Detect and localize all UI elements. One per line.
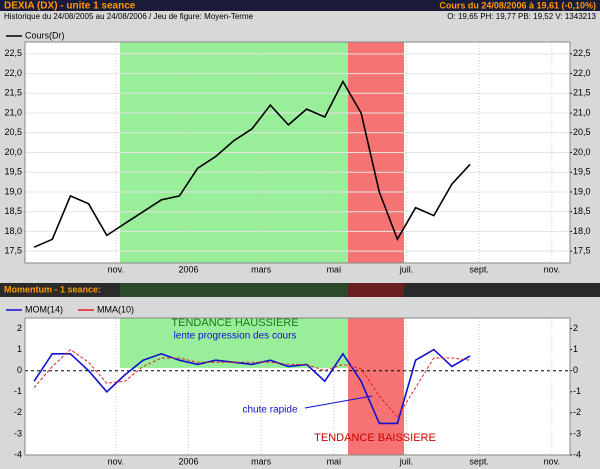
x-tick-label: nov. [108,456,124,466]
y-tick-label: 22,5 [4,48,22,58]
title: DEXIA (DX) - unite 1 seance [4,1,136,12]
downtrend-zone [348,318,404,455]
x-tick-label: nov. [544,264,560,274]
x-tick-label: nov. [108,264,124,274]
y-tick-label: 1 [573,344,578,354]
y-tick-label: 19,0 [4,186,22,196]
x-tick-label: mai [327,264,342,274]
series-line [33,348,471,425]
x-tick-label: mars [251,264,271,274]
x-tick-label: mars [251,456,271,466]
series-line [33,79,471,248]
y-tick-label: -2 [14,407,22,417]
x-tick-label: juil. [399,456,414,466]
y-tick-label: 21,0 [573,107,591,117]
y-tick-label: -4 [14,449,22,459]
x-tick-label: sept. [469,456,489,466]
axis-frame [24,317,571,456]
y-tick-label: 2 [573,323,578,333]
y-tick-label: 18,5 [573,206,591,216]
axis-frame [24,41,571,264]
y-tick-label: 17,5 [4,246,22,256]
y-tick-label: 19,0 [573,186,591,196]
y-tick-label: 0 [573,365,578,375]
y-tick-label: 21,5 [4,88,22,98]
y-tick-label: -1 [14,386,22,396]
y-tick-label: 19,5 [4,167,22,177]
y-tick-label: 18,5 [4,206,22,216]
y-tick-label: 17,5 [573,246,591,256]
x-tick-label: sept. [469,264,489,274]
annotation: TENDANCE BAISSIERE [314,432,436,444]
y-tick-label: 1 [17,344,22,354]
series-line [33,348,471,418]
y-tick-label: 2 [17,323,22,333]
y-tick-label: 22,0 [573,68,591,78]
y-tick-label: 20,5 [4,127,22,137]
y-tick-label: -3 [14,428,22,438]
y-tick-label: 18,0 [4,226,22,236]
legend-label: Cours(Dr) [25,30,65,40]
y-tick-label: -4 [573,449,581,459]
y-tick-label: 20,0 [573,147,591,157]
y-tick-label: 22,0 [4,68,22,78]
legend-label: MMA(10) [97,304,134,314]
y-tick-label: 20,0 [4,147,22,157]
x-tick-label: juil. [399,264,414,274]
quote: Cours du 24/08/2006 à 19,61 (-0,10%) [439,0,596,10]
x-tick-label: 2006 [178,264,198,274]
x-tick-label: mai [327,456,342,466]
annotation-arrow [304,395,373,409]
annotation: chute rapide [242,405,297,416]
title-bar [0,0,600,11]
ohlc: O: 19,65 PH: 19,77 PB: 19,52 V: 1343213 [447,12,596,21]
y-tick-label: -1 [573,386,581,396]
annotation: lente progression des cours [174,331,297,342]
y-tick-label: -3 [573,428,581,438]
y-tick-label: 18,0 [573,226,591,236]
y-tick-label: 21,0 [4,107,22,117]
legend-label: MOM(14) [25,304,63,314]
y-tick-label: 20,5 [573,127,591,137]
x-tick-label: 2006 [178,456,198,466]
y-tick-label: -2 [573,407,581,417]
annotation: TENDANCE HAUSSIERE [171,317,298,329]
y-tick-label: 21,5 [573,88,591,98]
history: Historique du 24/08/2005 au 24/08/2006 /… [4,12,254,21]
x-tick-label: nov. [544,456,560,466]
y-tick-label: 19,5 [573,167,591,177]
y-tick-label: 22,5 [573,48,591,58]
uptrend-zone [120,283,348,297]
y-tick-label: 0 [17,365,22,375]
panel-title: Momentum - 1 seance: [4,284,101,294]
downtrend-zone [348,283,404,297]
